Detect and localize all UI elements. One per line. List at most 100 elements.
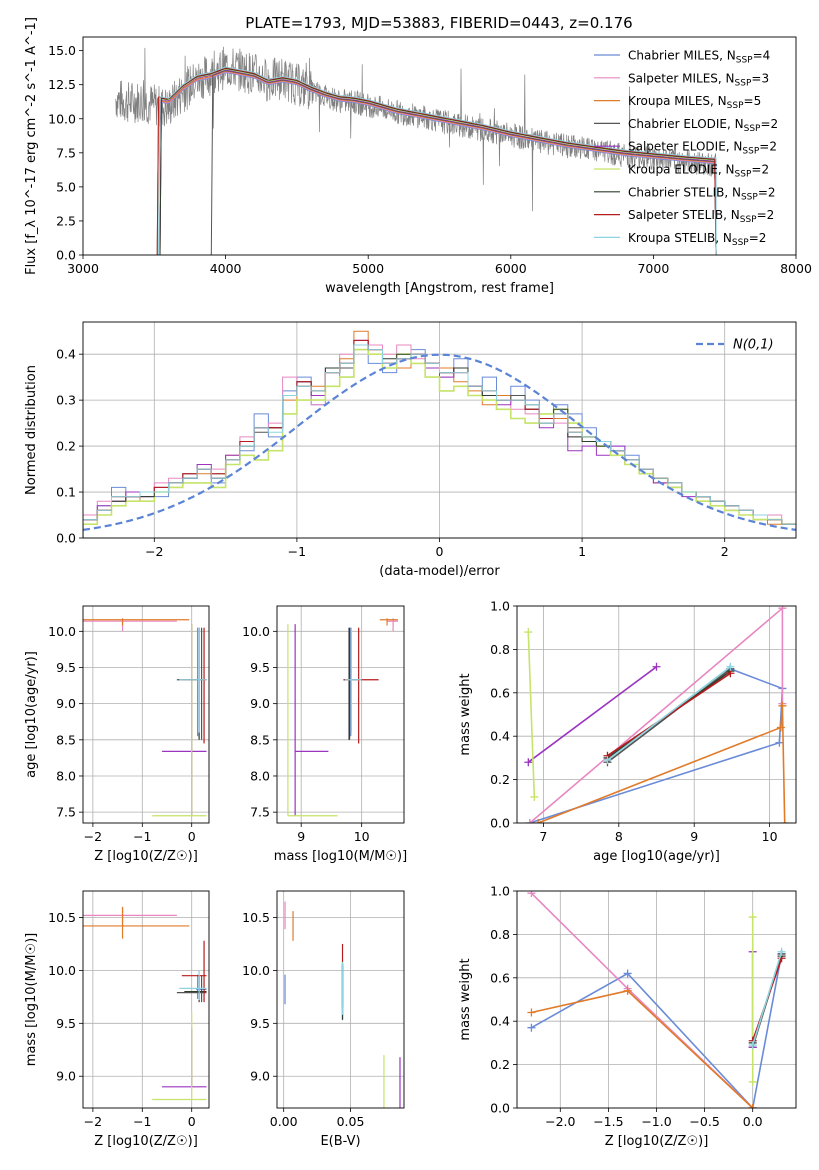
y-tick-label: 9.0 <box>56 696 76 711</box>
x-tick-label: −1 <box>133 1114 151 1129</box>
x-axis-label: (data-model)/error <box>379 564 500 579</box>
x-tick-label: 9 <box>690 829 698 844</box>
model-spectrum-line-k_stelib <box>158 66 717 255</box>
weight-age-point-s_elodie <box>524 758 533 767</box>
weight-age-point-k_miles <box>534 819 543 823</box>
weight-Z-line-s_miles <box>530 892 754 1108</box>
panel-mass_vs_ebv: 0.00 0.05 9.0 9.5 10.0 10.5 E(B-V) <box>242 890 405 1149</box>
weight-age-point-k_stelib <box>603 756 612 765</box>
y-axis-label: age [log10(age/yr)] <box>24 651 39 778</box>
weight-age-point-k_miles <box>780 819 789 823</box>
x-tick-label: 7 <box>539 829 547 844</box>
x-tick-label: −1.5 <box>593 1114 623 1129</box>
weight-age-line-k_miles <box>537 705 786 823</box>
weight-age-line-k_elodie <box>527 631 536 798</box>
x-tick-label: 8 <box>615 829 623 844</box>
model-spectrum-line-k_elodie <box>156 68 717 255</box>
y-tick-label: 7.5 <box>56 145 76 160</box>
y-tick-label: 8.0 <box>56 768 76 783</box>
y-tick-label: 0.0 <box>490 816 510 831</box>
weight-age-point-k_elodie <box>530 792 539 801</box>
weight-age-point-s_miles <box>525 819 534 823</box>
y-tick-label: 7.5 <box>250 805 270 820</box>
x-tick-label: −1.0 <box>641 1114 671 1129</box>
plot-area <box>83 906 207 1101</box>
y-tick-label: 10.5 <box>48 910 76 925</box>
x-tick-label: 9 <box>297 829 305 844</box>
panel-age_vs_Z: −2 −1 0 7.5 8.0 8.5 9.0 9.5 10.0 Z [log10(Z/Z☉)] a… <box>24 605 210 864</box>
y-tick-label: 2.5 <box>56 213 76 228</box>
axes-frame <box>82 605 210 824</box>
x-tick-label: −1 <box>288 544 306 559</box>
x-tick-label: 0.0 <box>743 1114 763 1129</box>
x-tick-label: 6000 <box>495 261 527 276</box>
x-axis-label: E(B-V) <box>320 1134 360 1149</box>
y-tick-label: 0.2 <box>490 1057 510 1072</box>
panel-age_vs_mass: 9 10 7.5 8.0 8.5 9.0 9.5 10.0 mass [log10(M/M☉)] <box>242 605 407 864</box>
gridlines <box>517 605 796 824</box>
x-tick-label: −2 <box>84 829 102 844</box>
axes-frame <box>516 605 797 824</box>
weight-Z-point-c_miles <box>623 969 632 978</box>
weight-age-point-s_elodie <box>652 662 661 671</box>
weight-age-line-c_elodie <box>607 668 731 763</box>
y-tick-label: 8.5 <box>56 732 76 747</box>
x-tick-label: 7000 <box>637 261 669 276</box>
y-axis-label: Normed distribution <box>24 365 39 495</box>
axes-frame <box>82 321 797 539</box>
figure-title: PLATE=1793, MJD=53883, FIBERID=0443, z=0… <box>245 14 632 32</box>
x-axis-label: Z [log10(Z/Z☉)] <box>94 1134 198 1149</box>
panel-residuals: −2 −1 0 1 2 0.0 0.1 0.2 0.3 0.4 (data-model)/error… <box>24 321 797 579</box>
model-spectrum-line-c_elodie <box>210 70 717 255</box>
x-axis-label: mass [log10(M/M☉)] <box>274 849 407 864</box>
y-tick-label: 9.0 <box>250 1069 270 1084</box>
model-spectrum-line-s_miles <box>156 71 717 255</box>
gridlines <box>83 322 796 539</box>
y-tick-label: 0.6 <box>490 685 510 700</box>
weight-Z-line-k_stelib <box>751 951 783 1046</box>
y-tick-label: 0.8 <box>490 927 510 942</box>
weight-Z-point-k_miles <box>527 1008 536 1017</box>
legend-label-c_miles: Chabrier MILES, NSSP=4 <box>628 49 770 66</box>
x-axis-label: wavelength [Angstrom, rest frame] <box>325 281 554 296</box>
x-tick-label: 10 <box>762 829 778 844</box>
legend-label-c_stelib: Chabrier STELIB, NSSP=2 <box>628 185 776 202</box>
plot-area <box>83 618 207 817</box>
y-tick-label: 9.5 <box>56 660 76 675</box>
panel-weight_vs_age: 7 8 9 10 0.0 0.2 0.4 0.6 0.8 1.0 age [log10(age/yr… <box>458 599 797 864</box>
x-tick-label: 8000 <box>780 261 812 276</box>
y-tick-label: 0.4 <box>490 729 510 744</box>
x-axis-label: Z [log10(Z/Z☉)] <box>94 849 198 864</box>
gridlines <box>277 891 404 1108</box>
y-tick-label: 10.0 <box>48 963 76 978</box>
weight-age-point-k_elodie <box>524 628 533 637</box>
legend-label-gaussian: N(0,1) <box>733 338 774 353</box>
gridlines <box>83 606 209 823</box>
panel-mass_vs_Z: −2 −1 0 9.0 9.5 10.0 10.5 Z [log10(Z/Z☉)] mass [… <box>24 890 210 1149</box>
weight-age-point-k_miles <box>778 701 787 710</box>
observed-spectrum-line <box>115 46 717 212</box>
model-spectrum-line-s_stelib <box>156 67 717 255</box>
legend-label-c_elodie: Chabrier ELODIE, NSSP=2 <box>628 117 778 134</box>
y-tick-label: 0.4 <box>490 1014 510 1029</box>
x-tick-label: 0.00 <box>270 1114 298 1129</box>
y-tick-label: 0.0 <box>56 531 76 546</box>
weight-Z-point-k_elodie <box>748 913 757 922</box>
panel-weight_vs_Z: −2.0 −1.5 −1.0 −0.5 0.0 0.0 0.2 0.4 0.6 0.8 1.0 Z [… <box>458 884 797 1149</box>
legend-label-k_miles: Kroupa MILES, NSSP=5 <box>628 94 761 111</box>
x-axis-label: Z [log10(Z/Z☉)] <box>605 1134 709 1149</box>
y-tick-label: 10.0 <box>48 111 76 126</box>
legend-label-s_elodie: Salpeter ELODIE, NSSP=2 <box>628 140 777 157</box>
x-tick-label: −1 <box>133 829 151 844</box>
axes-frame <box>276 605 405 824</box>
x-tick-label: 0.05 <box>337 1114 365 1129</box>
y-axis-label: Flux [f_λ 10^-17 erg cm^-2 s^-1 A^-1] <box>24 17 39 275</box>
gridlines <box>277 606 404 823</box>
y-tick-label: 9.0 <box>56 1069 76 1084</box>
legend-label-s_stelib: Salpeter STELIB, NSSP=2 <box>628 208 774 225</box>
x-tick-label: 10 <box>354 829 370 844</box>
y-tick-label: 10.0 <box>48 624 76 639</box>
weight-Z-point-k_stelib <box>777 947 786 956</box>
plot-area <box>115 46 717 255</box>
